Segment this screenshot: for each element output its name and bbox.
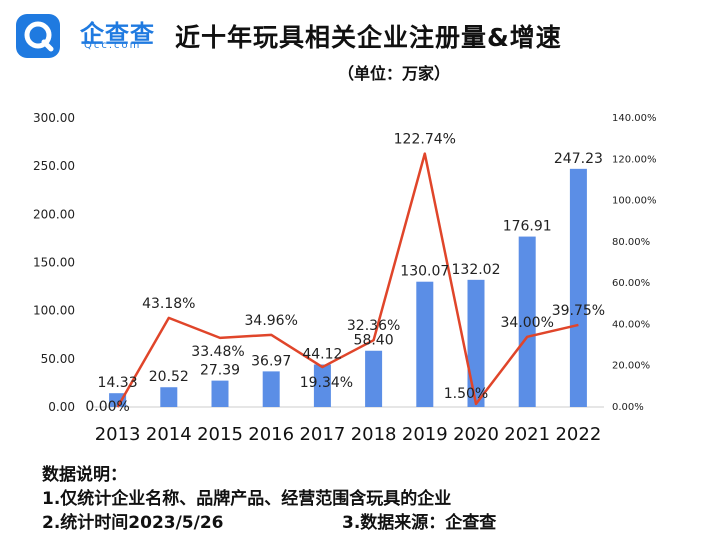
line-labels: 0.00% 43.18% 33.48%34.96% 19.34% 32.36% 122.7… [85,132,605,415]
bar-2020 [467,279,485,407]
x-tick-label: 2019 [402,424,448,445]
y-right-tick-label: 40.00% [612,319,650,330]
bar-2016 [262,371,280,407]
chart-subtitle: （单位：万家） [338,64,451,83]
y-left-tick-label: 200.00 [33,207,75,221]
y-right-tick-label: 60.00% [612,278,650,289]
x-tick-label: 2015 [197,424,243,445]
x-axis-ticks: 2013 2014 2015 2016 2017 2018 2019 2020 2021 2022 [95,424,602,445]
y-right-tick-label: 0.00% [612,402,644,413]
bar-2019 [416,281,434,407]
y-left-tick-label: 150.00 [33,256,75,270]
bar-2015 [211,380,229,407]
left-axis: 0.00 50.00 100.00 150.00 200.00 250.00 300.00 [33,111,75,414]
y-right-tick-label: 120.00% [612,154,657,165]
line-value-label: 34.96% [245,313,298,329]
brand-name: 企查查 [80,20,155,48]
growth-line [116,152,579,408]
qcc-logo [16,14,60,58]
line-value-label: 34.00% [501,315,554,331]
bar-value-label: 36.97 [251,353,291,369]
y-right-tick-label: 100.00% [612,196,657,207]
y-left-tick-label: 0.00 [48,400,75,414]
bar-value-label: 176.91 [503,219,552,235]
x-tick-label: 2020 [453,424,499,445]
x-tick-label: 2017 [299,424,345,445]
note-line-2: 2.统计时间2023/5/26 [42,513,224,533]
line-value-label: 32.36% [347,318,400,334]
brand-domain: Qcc.com [84,40,142,51]
bar-value-label: 20.52 [149,369,189,385]
y-right-tick-label: 80.00% [612,237,650,248]
line-value-label: 39.75% [552,303,605,319]
bar-2018 [365,350,383,407]
bar-value-label: 58.40 [354,333,394,349]
y-left-tick-label: 50.00 [41,352,75,366]
bar-2022 [569,168,587,407]
y-left-tick-label: 100.00 [33,304,75,318]
notes-block: 数据说明： 1.仅统计企业名称、品牌产品、经营范围含玩具的企业 2.统计时间20… [42,463,496,535]
x-tick-label: 2022 [555,424,601,445]
bar-value-label: 14.33 [98,375,138,391]
y-left-tick-label: 250.00 [33,159,75,173]
y-left-tick-label: 300.00 [33,111,75,125]
bar-labels: 14.33 20.52 27.39 36.97 44.12 58.40 130.07 132.… [98,151,603,391]
line-value-label: 43.18% [142,296,195,312]
logo-q-icon [24,21,52,49]
bar-2013 [109,393,127,407]
notes-heading: 数据说明： [42,465,127,485]
bar-value-label: 27.39 [200,363,240,379]
bar-2021 [518,236,536,407]
bar-2014 [160,387,178,407]
y-right-tick-label: 140.00% [612,113,657,124]
line-value-label: 1.50% [444,386,488,402]
y-right-tick-label: 20.00% [612,361,650,372]
right-axis: 0.00% 20.00% 40.00% 60.00% 80.00% 100.00% 120.… [612,113,657,413]
bar-series [109,168,587,407]
bar-2017 [313,364,331,407]
bar-value-label: 132.02 [452,262,501,278]
line-value-label: 19.34% [300,375,353,391]
bar-value-label: 247.23 [554,151,603,167]
line-value-label: 122.74% [394,132,456,148]
line-value-label: 0.00% [85,399,129,415]
x-tick-label: 2021 [504,424,550,445]
note-source: 3.数据来源：企查查 [342,513,497,533]
bar-value-label: 130.07 [400,264,449,280]
x-tick-label: 2018 [351,424,397,445]
note-line-1: 1.仅统计企业名称、品牌产品、经营范围含玩具的企业 [42,489,452,509]
growth-line-series [116,152,579,408]
x-tick-label: 2013 [95,424,141,445]
chart-title: 近十年玩具相关企业注册量&增速 [175,23,562,52]
x-tick-label: 2016 [248,424,294,445]
x-tick-label: 2014 [146,424,192,445]
line-value-label: 33.48% [191,344,244,360]
bar-value-label: 44.12 [302,346,342,362]
